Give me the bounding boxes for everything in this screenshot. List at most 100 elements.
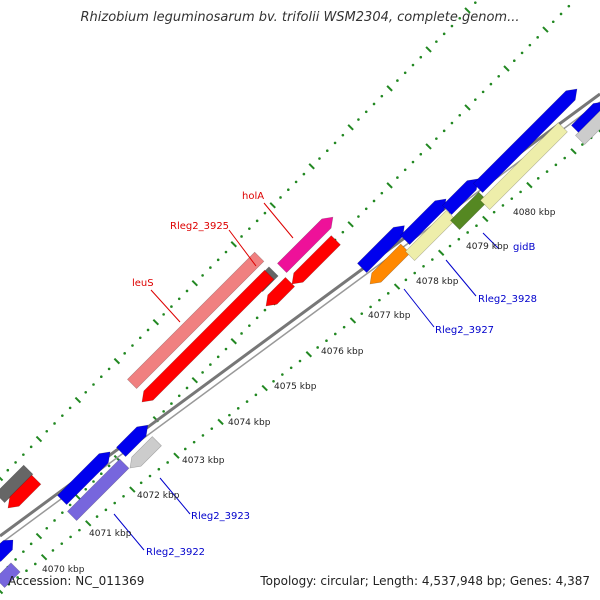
dot xyxy=(201,434,205,437)
gene-left-blue[interactable] xyxy=(0,539,14,563)
kbp-tick-label: 4074 kbp xyxy=(228,418,271,428)
gene-lightgray-4073[interactable] xyxy=(129,436,162,469)
dot xyxy=(224,250,228,254)
dot xyxy=(281,373,284,376)
dot xyxy=(162,313,165,316)
gene-labels[interactable]: holA Rleg2_3925 leuS gidB Rleg2_3928 Rleg2_39… xyxy=(132,191,537,558)
dot xyxy=(419,152,423,156)
dot xyxy=(170,402,173,405)
dot xyxy=(448,244,452,248)
dot xyxy=(25,569,28,573)
dot xyxy=(263,211,267,215)
dot xyxy=(22,550,25,553)
dot xyxy=(380,94,384,98)
dot xyxy=(210,427,214,430)
gene-features[interactable] xyxy=(0,88,600,589)
dot xyxy=(166,461,169,464)
gene-yellow-4080[interactable] xyxy=(479,122,568,211)
gene-label-Rleg2_3922[interactable]: Rleg2_3922 xyxy=(146,547,205,558)
dot xyxy=(333,141,337,145)
label-leader-line xyxy=(228,229,257,267)
dot xyxy=(236,407,240,410)
gene-Rleg2_3923-upper[interactable] xyxy=(56,451,111,506)
kbp-tick-label: 4075 kbp xyxy=(274,382,317,392)
dot xyxy=(318,157,321,160)
dot xyxy=(245,400,249,403)
label-leader-line xyxy=(482,232,500,250)
dash-tick xyxy=(425,143,432,150)
dot xyxy=(475,224,478,228)
dot xyxy=(419,55,423,59)
dash-tick xyxy=(425,46,432,53)
gene-label-Rleg2_3923[interactable]: Rleg2_3923 xyxy=(191,511,250,522)
dash-tick xyxy=(526,181,533,189)
dash-tick xyxy=(152,318,160,326)
gene-Rleg2_3922[interactable] xyxy=(66,458,130,522)
gene-blue-4080[interactable] xyxy=(472,88,578,194)
dash-tick xyxy=(503,65,510,72)
dot xyxy=(411,63,415,67)
gene-red-3[interactable] xyxy=(291,235,341,285)
dot xyxy=(342,325,346,329)
kbp-tick-labels: 4070 kbp 4071 kbp 4072 kbp 4073 kbp 4074 kbp… xyxy=(42,208,556,575)
gene-red-left[interactable] xyxy=(7,474,42,509)
dot xyxy=(138,336,142,340)
gene-label-gidB[interactable]: gidB xyxy=(513,242,535,253)
dot xyxy=(84,487,88,491)
dot xyxy=(512,59,516,63)
gene-Rleg2_3927[interactable] xyxy=(369,243,411,285)
gene-label-Rleg2_3927[interactable]: Rleg2_3927 xyxy=(435,325,494,336)
dot xyxy=(380,191,384,195)
gene-left-gray[interactable] xyxy=(0,464,34,504)
dot xyxy=(84,390,88,394)
dash-tick xyxy=(113,357,121,365)
gene-label-leuS[interactable]: leuS xyxy=(132,278,154,289)
dot xyxy=(551,20,555,24)
dot xyxy=(192,440,196,444)
gene-label-holA[interactable]: holA xyxy=(242,191,264,202)
dash-tick xyxy=(386,182,393,189)
dot xyxy=(14,461,17,464)
label-leader-line xyxy=(445,259,477,297)
dot xyxy=(51,549,55,552)
dot xyxy=(113,501,117,505)
dot xyxy=(528,43,532,47)
dash-tick xyxy=(173,452,180,459)
dot xyxy=(99,472,103,476)
dot xyxy=(104,508,108,512)
dot xyxy=(248,324,251,327)
dash-tick xyxy=(230,338,237,345)
dot xyxy=(177,297,181,301)
gene-gray-right[interactable] xyxy=(574,107,600,146)
dash-tick xyxy=(85,520,92,527)
gene-red-1[interactable] xyxy=(141,269,275,403)
dot xyxy=(396,79,399,82)
dot xyxy=(272,379,275,383)
dash-tick xyxy=(542,26,549,33)
dot xyxy=(386,292,390,295)
dash-tick xyxy=(35,435,43,443)
dot xyxy=(107,367,111,371)
gene-left-lavender[interactable] xyxy=(0,562,21,589)
gene-blue-4077[interactable] xyxy=(356,225,405,274)
dot xyxy=(489,82,493,86)
gene-label-Rleg2_3925[interactable]: Rleg2_3925 xyxy=(170,221,229,232)
dot xyxy=(209,363,212,366)
dot xyxy=(364,207,368,211)
dot xyxy=(78,528,81,532)
gene-leuS[interactable] xyxy=(126,251,265,390)
dot xyxy=(139,481,143,485)
dash-tick xyxy=(347,221,354,228)
gene-label-Rleg2_3928[interactable]: Rleg2_3928 xyxy=(478,294,537,305)
gene-holA[interactable] xyxy=(276,216,334,274)
dash-tick xyxy=(347,124,354,131)
gene-blue-4073[interactable] xyxy=(115,424,149,458)
outer-dot-track-a xyxy=(0,1,477,482)
dot xyxy=(289,366,293,370)
dot xyxy=(216,258,220,262)
gene-red-2[interactable] xyxy=(265,276,296,307)
dot xyxy=(224,347,228,351)
dot xyxy=(481,90,485,94)
dot xyxy=(545,170,549,173)
